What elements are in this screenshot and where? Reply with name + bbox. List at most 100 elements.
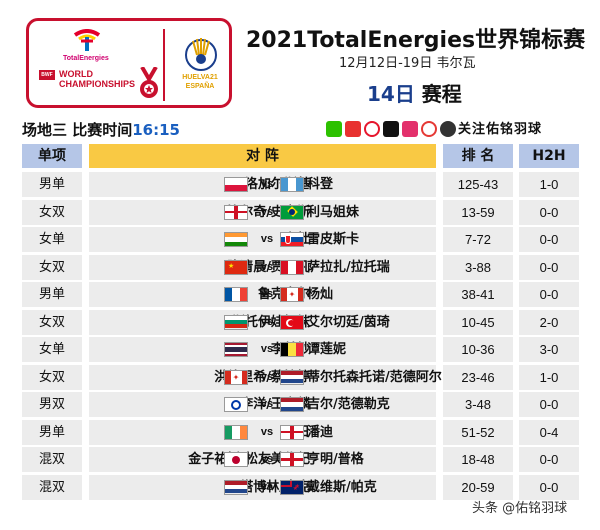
rank-cell: 10-45	[443, 309, 513, 335]
rank-cell: 13-59	[443, 199, 513, 225]
canada-flag-icon: ✦	[280, 287, 304, 302]
header-h2h: H2H	[519, 144, 579, 168]
vs-label: vs	[260, 260, 274, 273]
event-cell: 混双	[22, 447, 82, 472]
rank-cell: 10-36	[443, 337, 513, 362]
wc-line-2: CHAMPIONSHIPS	[59, 79, 136, 89]
vs-label: vs	[260, 453, 274, 465]
player-2: 戴维斯/帕克	[307, 479, 377, 495]
vs-label: vs	[260, 315, 274, 328]
court-label: 场地三 比赛时间	[22, 121, 133, 139]
table-row: 男双 李洋/王齐麟 vs 吉尔/范德勒克 3-48 0-0	[0, 391, 600, 419]
india-flag-icon	[224, 232, 248, 247]
day-label: 赛程	[414, 82, 462, 106]
player-2: 吉尔/范德勒克	[307, 397, 390, 412]
h2h-cell: 0-0	[519, 199, 579, 225]
xigua-icon[interactable]	[402, 121, 418, 137]
day-number: 14日	[367, 82, 415, 106]
vs-label: vs	[260, 205, 274, 218]
shuttlecock-icon	[185, 38, 217, 71]
match-cell: 洪德里希/蔡婉婷 ✦ vs 蒂尔托森托诺/范德阿尔	[89, 364, 442, 390]
h2h-cell: 0-0	[519, 254, 579, 280]
wc-line-1: WORLD	[59, 69, 93, 79]
rank-cell: 20-59	[443, 474, 513, 500]
h2h-cell: 0-0	[519, 227, 579, 252]
medal-icon	[140, 67, 158, 98]
england-flag-icon	[224, 204, 248, 220]
follow-text: 关注佑铭羽球	[458, 122, 543, 137]
france-flag-icon	[224, 287, 248, 302]
douyin-icon[interactable]	[383, 121, 399, 137]
h2h-cell: 2-0	[519, 309, 579, 335]
host-line-1: HUELVA21	[182, 74, 218, 81]
event-cell: 女双	[22, 309, 82, 335]
match-cell: 李洋/王齐麟 vs 吉尔/范德勒克	[89, 392, 436, 417]
header-match: 对 阵	[89, 144, 436, 168]
host-line-2: ESPAÑA	[185, 83, 215, 90]
h2h-cell: 0-4	[519, 419, 579, 445]
camera-icon[interactable]	[440, 121, 456, 137]
ireland-flag-icon	[224, 424, 248, 440]
guatemala-flag-icon	[280, 177, 304, 192]
player-1: 金子祐树/松友美佐纪	[188, 452, 310, 467]
event-cell: 男单	[22, 419, 82, 445]
table-row: 混双 金子祐树/松友美佐纪 vs 亨明/普格 18-48 0-0	[0, 446, 600, 474]
sponsor-text: TotalEnergies	[63, 55, 109, 62]
newzealand-flag-icon: ★ ★	[280, 479, 304, 495]
table-row: 女双 比尔奇/史密斯 vs 利马姐妹 13-59 0-0	[0, 199, 600, 227]
match-cell: 李美妙vs谭莲妮	[89, 337, 436, 362]
rank-cell: 23-46	[443, 364, 513, 390]
championships-text: WORLD CHAMPIONSHIPS	[59, 69, 135, 89]
england-flag-icon	[280, 452, 304, 467]
rank-cell: 18-48	[443, 447, 513, 472]
netherlands-flag-icon	[280, 397, 304, 412]
vs-label: vs	[260, 288, 274, 300]
wechat-icon[interactable]	[326, 121, 342, 137]
vs-label: vs	[260, 370, 274, 383]
header-rank: 排 名	[443, 144, 513, 168]
rank-cell: 125-43	[443, 172, 513, 197]
totalenergies-logo-icon	[73, 29, 101, 51]
match-cell: 比尔奇/史密斯 vs 利马姐妹	[89, 199, 436, 225]
social-icons	[326, 121, 456, 137]
video-icon[interactable]	[421, 121, 437, 137]
match-cell: 辛杜vs雷皮斯卡	[89, 227, 436, 252]
vs-label: vs	[260, 343, 274, 355]
vs-label: vs	[260, 178, 274, 190]
toutiao-icon[interactable]	[345, 121, 361, 137]
logo-divider	[163, 29, 165, 101]
event-cell: 男单	[22, 172, 82, 197]
h2h-cell: 0-0	[519, 282, 579, 307]
event-cell: 女双	[22, 199, 82, 225]
weibo-icon[interactable]	[364, 121, 380, 137]
table-row: 女双 洪德里希/蔡婉婷 ✦ vs 蒂尔托森托诺/范德阿尔 23-46 1-0	[0, 364, 600, 392]
event-cell: 女双	[22, 254, 82, 280]
match-cell: 洛加尔斯基 vs 科登	[89, 172, 436, 197]
slovakia-flag-icon	[280, 232, 304, 247]
court-info: 场地三 比赛时间16:15	[22, 119, 180, 140]
rank-cell: 3-48	[443, 392, 513, 417]
table-row: 女双 斯托伊娃姐妹 vs 艾尔切廷/茵琦 10-45 2-0	[0, 309, 600, 337]
event-logo: TotalEnergies BWF WORLD CHAMPIONSHIPS HU…	[26, 18, 232, 108]
page-title: 2021TotalEnergies世界锦标赛	[246, 28, 586, 53]
h2h-cell: 1-0	[519, 172, 579, 197]
thailand-flag-icon	[224, 342, 248, 357]
peru-flag-icon	[280, 259, 304, 275]
event-cell: 男双	[22, 392, 82, 417]
bwf-logo: BWF	[39, 70, 55, 80]
china-flag-icon: ★	[224, 259, 248, 275]
table-row: 女双 陈清晨/贾一凡 ★ vs 萨拉扎/拉托瑞 3-88 0-0	[0, 254, 600, 282]
japan-flag-icon	[224, 452, 248, 467]
match-cell: 阮日vs潘迪	[89, 419, 436, 445]
player-2: 蒂尔托森托诺/范德阿尔	[307, 369, 442, 385]
player-2: 亨明/普格	[307, 452, 364, 467]
court-time: 16:15	[132, 121, 180, 139]
player-2: 谭莲妮	[307, 342, 347, 357]
h2h-cell: 0-0	[519, 474, 579, 500]
match-cell: 金子祐树/松友美佐纪 vs 亨明/普格	[89, 447, 436, 472]
host-city-text: HUELVA21 ESPAÑA	[175, 73, 225, 91]
h2h-cell: 1-0	[519, 364, 579, 390]
netherlands-flag-icon	[224, 479, 248, 495]
table-row: 女单辛杜vs雷皮斯卡7-720-0	[0, 226, 600, 254]
bulgaria-flag-icon	[224, 314, 248, 330]
